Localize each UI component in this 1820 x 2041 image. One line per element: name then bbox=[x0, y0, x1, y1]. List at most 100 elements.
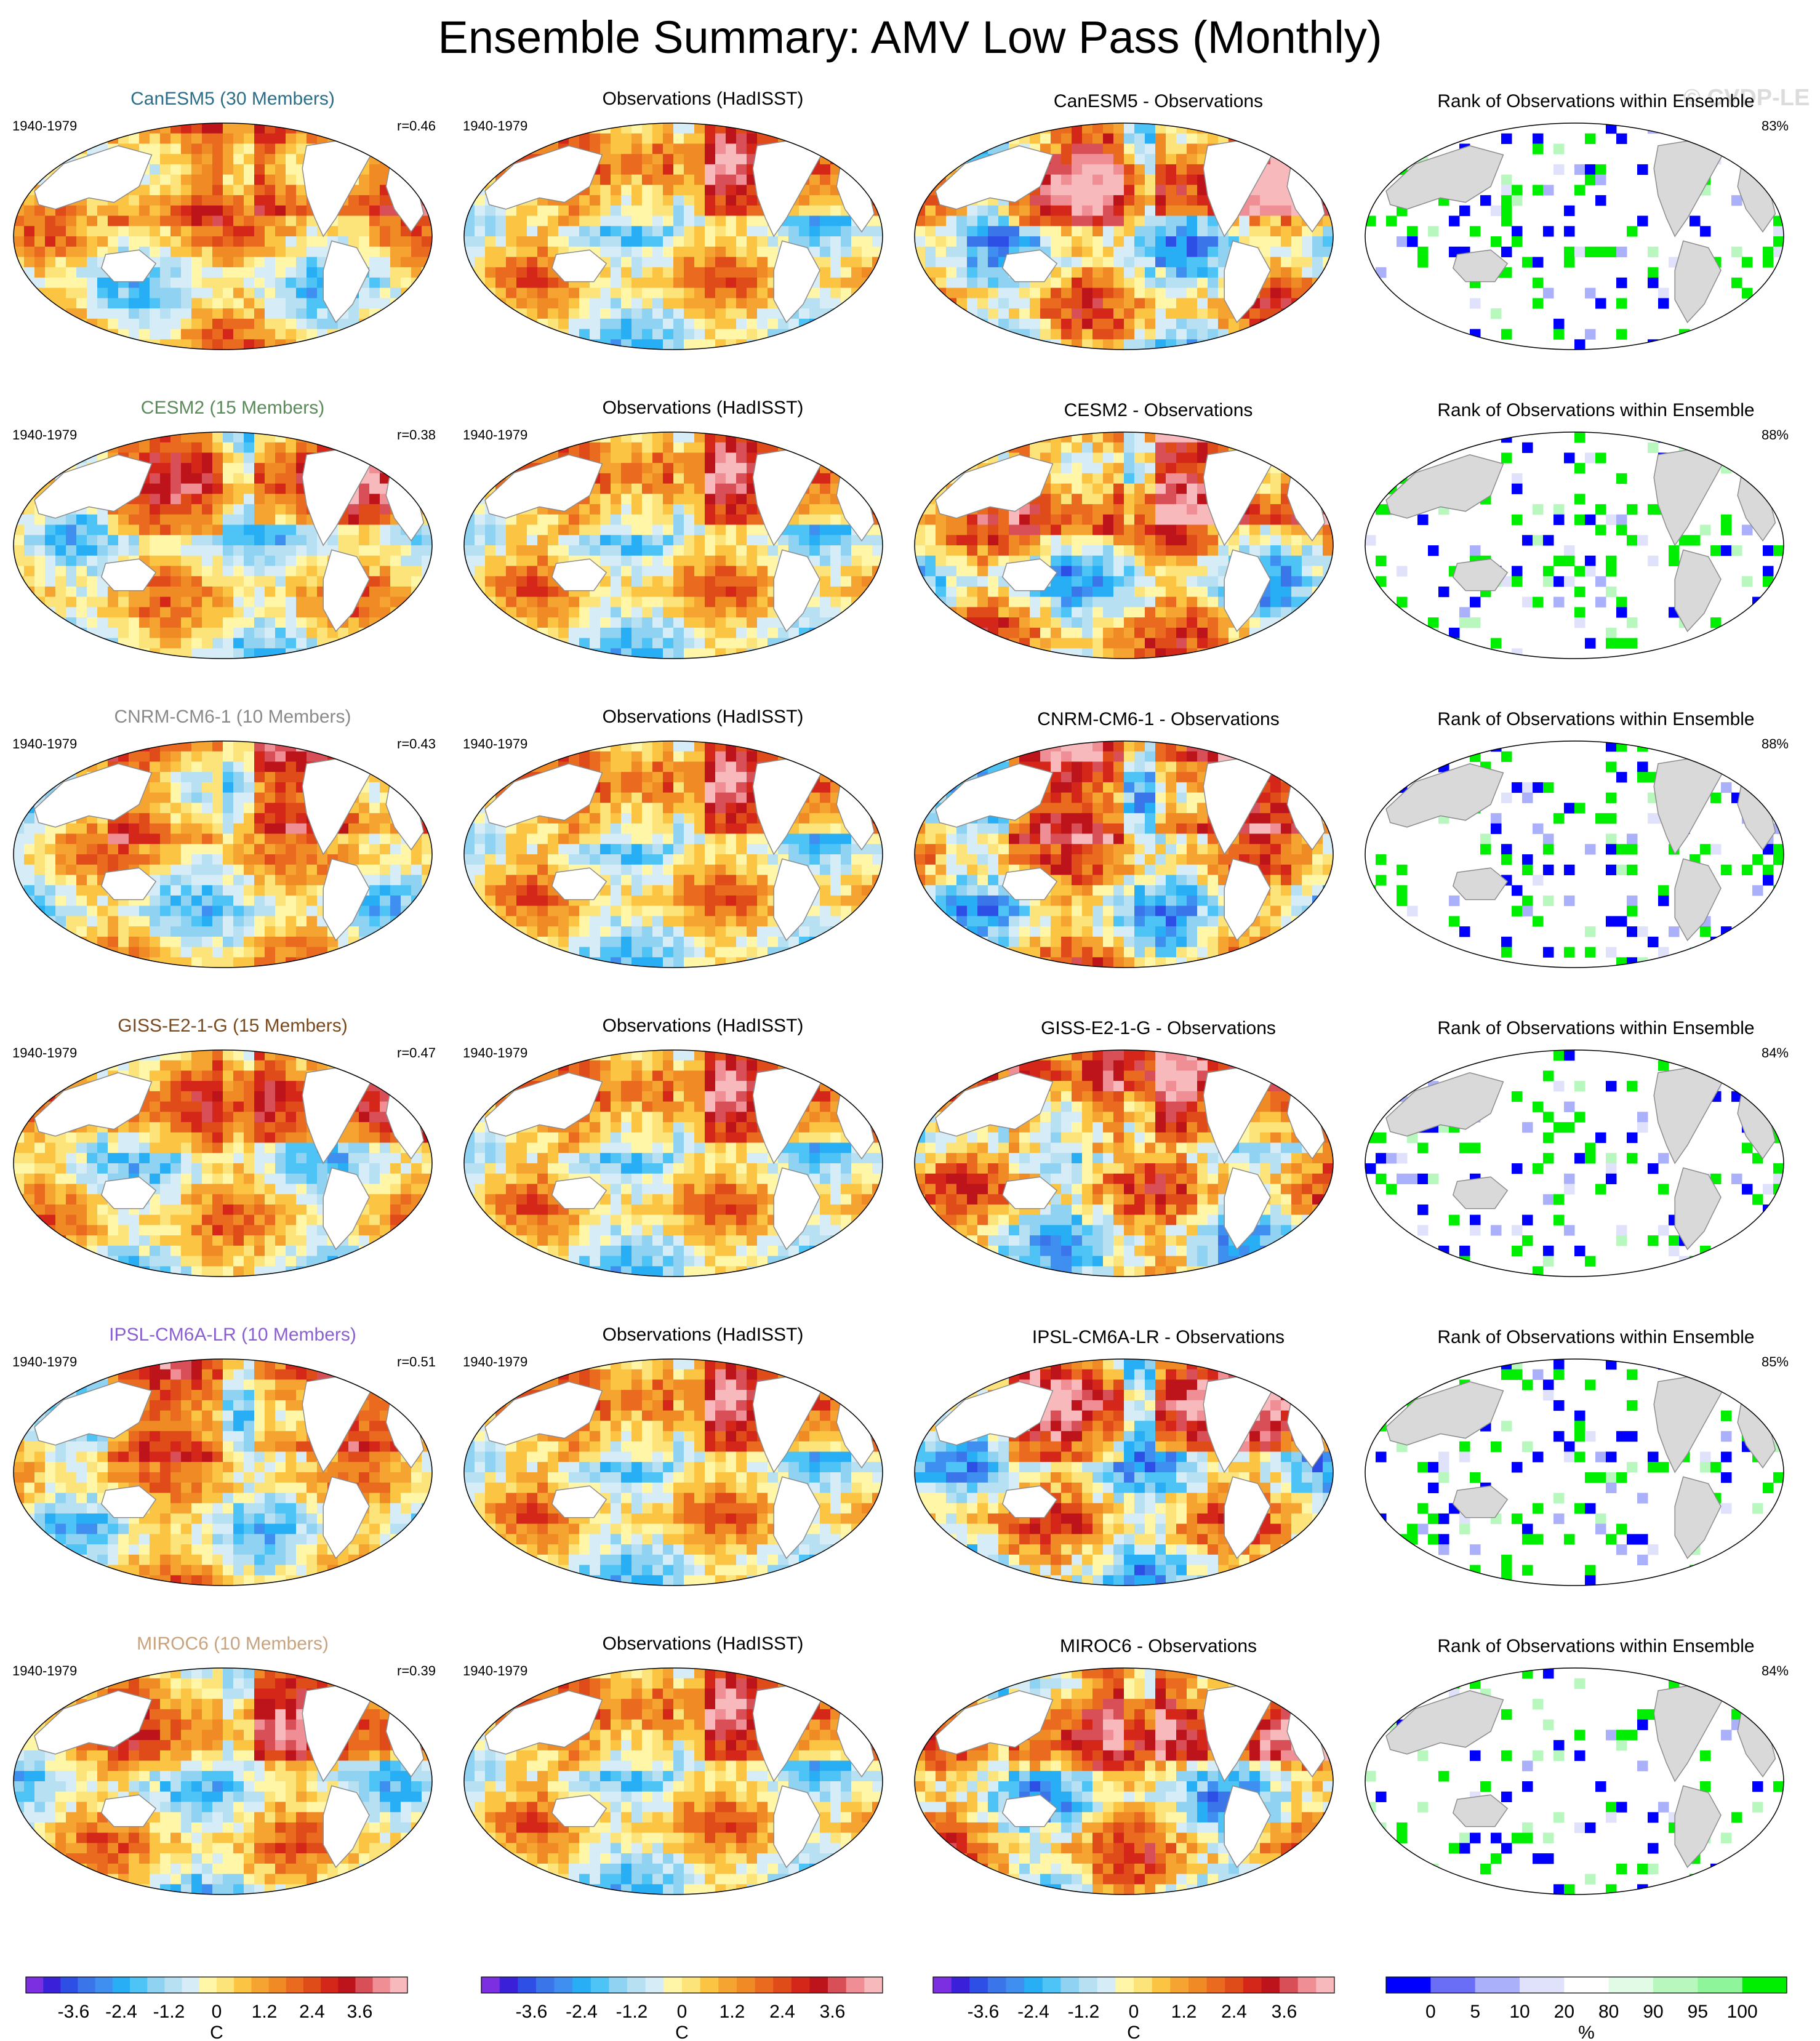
land-polygon bbox=[323, 1476, 370, 1560]
map-outline bbox=[1365, 1358, 1784, 1586]
colorbar-frame bbox=[1385, 1976, 1787, 1994]
land-polygon bbox=[1273, 1063, 1305, 1080]
land-polygon bbox=[1452, 1794, 1509, 1827]
land-polygon bbox=[372, 1372, 404, 1389]
rank-title: Rank of Observations within Ensemble bbox=[1437, 91, 1754, 111]
colorbar-tick-label: 0 bbox=[212, 2002, 222, 2022]
colorbar-swatch bbox=[1698, 1977, 1742, 1993]
model-panel: CNRM-CM6-1 (10 Members) 1940-1979 r=0.43 bbox=[12, 707, 436, 968]
colorbar-tick-label: 80 bbox=[1598, 2002, 1619, 2022]
colorbar-unit: C bbox=[675, 2023, 689, 2041]
diff-title: CNRM-CM6-1 - Observations bbox=[1037, 709, 1279, 729]
temperature-colorbar: -3.6 -2.4 -1.2 0 1.2 2.4 3.6 C bbox=[932, 1976, 1335, 2041]
colorbar-swatch bbox=[372, 1977, 391, 1993]
rank-panel: Rank of Observations within Ensemble 84% bbox=[1365, 1636, 1789, 1895]
map-outline bbox=[1365, 431, 1784, 659]
land-polygon bbox=[323, 1167, 370, 1251]
model-panel: IPSL-CM6A-LR (10 Members) 1940-1979 r=0.51 bbox=[12, 1325, 436, 1586]
land-polygon bbox=[1674, 1785, 1722, 1869]
map-field bbox=[915, 1050, 1333, 1277]
land-polygon bbox=[323, 549, 370, 633]
land-polygon bbox=[100, 1176, 157, 1209]
colorbar-swatch bbox=[182, 1977, 200, 1993]
diff-panel: CESM2 - Observations bbox=[914, 400, 1334, 659]
land-polygon bbox=[484, 1072, 603, 1137]
obs-title: Observations (HadISST) bbox=[603, 398, 804, 418]
colorbar-swatch bbox=[95, 1977, 113, 1993]
land-polygon bbox=[1224, 549, 1271, 633]
colorbar-tick-label: -2.4 bbox=[566, 2002, 598, 2022]
colorbar-tick-label: 2.4 bbox=[299, 2002, 325, 2022]
panel-row: IPSL-CM6A-LR (10 Members) 1940-1979 r=0.51… bbox=[12, 1325, 1789, 1586]
colorbar-swatch bbox=[864, 1977, 883, 1993]
obs-panel: Observations (HadISST) 1940-1979 bbox=[463, 1325, 883, 1586]
land-polygon bbox=[823, 1372, 854, 1389]
map-outline bbox=[914, 122, 1334, 350]
period-label: 1940-1979 bbox=[12, 736, 77, 752]
land-polygon bbox=[551, 867, 607, 900]
map-outline bbox=[463, 1667, 883, 1895]
colorbar-swatch bbox=[60, 1977, 78, 1993]
model-title: CanESM5 (30 Members) bbox=[130, 89, 335, 109]
pattern-correlation: r=0.43 bbox=[397, 736, 436, 752]
colorbar-tick-label: 0 bbox=[1425, 2002, 1436, 2022]
obs-panel: Observations (HadISST) 1940-1979 bbox=[463, 1634, 883, 1895]
land-polygon bbox=[1224, 858, 1271, 942]
colorbar-swatch bbox=[987, 1977, 1006, 1993]
colorbar-frame bbox=[25, 1976, 408, 1994]
land-polygon bbox=[1724, 1063, 1755, 1080]
land-polygon bbox=[1224, 1167, 1271, 1251]
map-outline bbox=[13, 740, 433, 968]
diff-panel: MIROC6 - Observations bbox=[914, 1636, 1334, 1895]
colorbar-swatch bbox=[1170, 1977, 1189, 1993]
land-polygon bbox=[1385, 454, 1504, 519]
colorbar-swatch bbox=[518, 1977, 537, 1993]
obs-title: Observations (HadISST) bbox=[603, 1325, 804, 1345]
land-polygon bbox=[935, 145, 1054, 210]
land-polygon bbox=[372, 1681, 404, 1698]
map-field bbox=[915, 1668, 1333, 1895]
colorbar-swatch bbox=[499, 1977, 518, 1993]
land-polygon bbox=[1385, 1381, 1504, 1446]
land-polygon bbox=[34, 454, 153, 519]
panel-row: CanESM5 (30 Members) 1940-1979 r=0.46 Obser… bbox=[12, 89, 1789, 350]
rank-title: Rank of Observations within Ensemble bbox=[1437, 400, 1754, 420]
colorbar-tick-label: 2.4 bbox=[769, 2002, 795, 2022]
rank-percent: 84% bbox=[1762, 1663, 1789, 1678]
period-label: 1940-1979 bbox=[12, 1663, 77, 1678]
colorbar-swatch bbox=[303, 1977, 321, 1993]
land-polygon bbox=[1674, 240, 1722, 324]
colorbar-swatch bbox=[700, 1977, 719, 1993]
colorbar-swatch bbox=[627, 1977, 646, 1993]
land-polygon bbox=[551, 558, 607, 591]
rank-panel: Rank of Observations within Ensemble 84% bbox=[1365, 1018, 1789, 1277]
land-polygon bbox=[551, 1176, 607, 1209]
land-polygon bbox=[100, 1794, 157, 1827]
land-polygon bbox=[823, 136, 854, 153]
map-field bbox=[1365, 741, 1784, 968]
colorbar-swatch bbox=[321, 1977, 339, 1993]
colorbar-swatch bbox=[251, 1977, 269, 1993]
colorbar-swatch bbox=[554, 1977, 573, 1993]
colorbar-swatch bbox=[147, 1977, 165, 1993]
rank-title: Rank of Observations within Ensemble bbox=[1437, 1018, 1754, 1038]
colorbar-swatch bbox=[609, 1977, 628, 1993]
map-field bbox=[14, 741, 432, 968]
map-field bbox=[1365, 123, 1784, 350]
land-polygon bbox=[1385, 1690, 1504, 1755]
panel-row: CNRM-CM6-1 (10 Members) 1940-1979 r=0.43 Ob… bbox=[12, 707, 1789, 968]
period-label: 1940-1979 bbox=[12, 1354, 77, 1369]
colorbar-swatch bbox=[1097, 1977, 1116, 1993]
land-polygon bbox=[484, 1381, 603, 1446]
obs-title: Observations (HadISST) bbox=[603, 1016, 804, 1036]
colorbar-unit: C bbox=[210, 2023, 223, 2041]
period-label: 1940-1979 bbox=[463, 1663, 527, 1678]
model-panel: GISS-E2-1-G (15 Members) 1940-1979 r=0.47 bbox=[12, 1016, 436, 1277]
colorbar-tick-label: 1.2 bbox=[1171, 2002, 1197, 2022]
map-field bbox=[915, 741, 1333, 968]
model-panel: MIROC6 (10 Members) 1940-1979 r=0.39 bbox=[12, 1634, 436, 1895]
map-field bbox=[14, 1668, 432, 1895]
colorbar-swatch bbox=[755, 1977, 774, 1993]
colorbar-swatch bbox=[951, 1977, 970, 1993]
